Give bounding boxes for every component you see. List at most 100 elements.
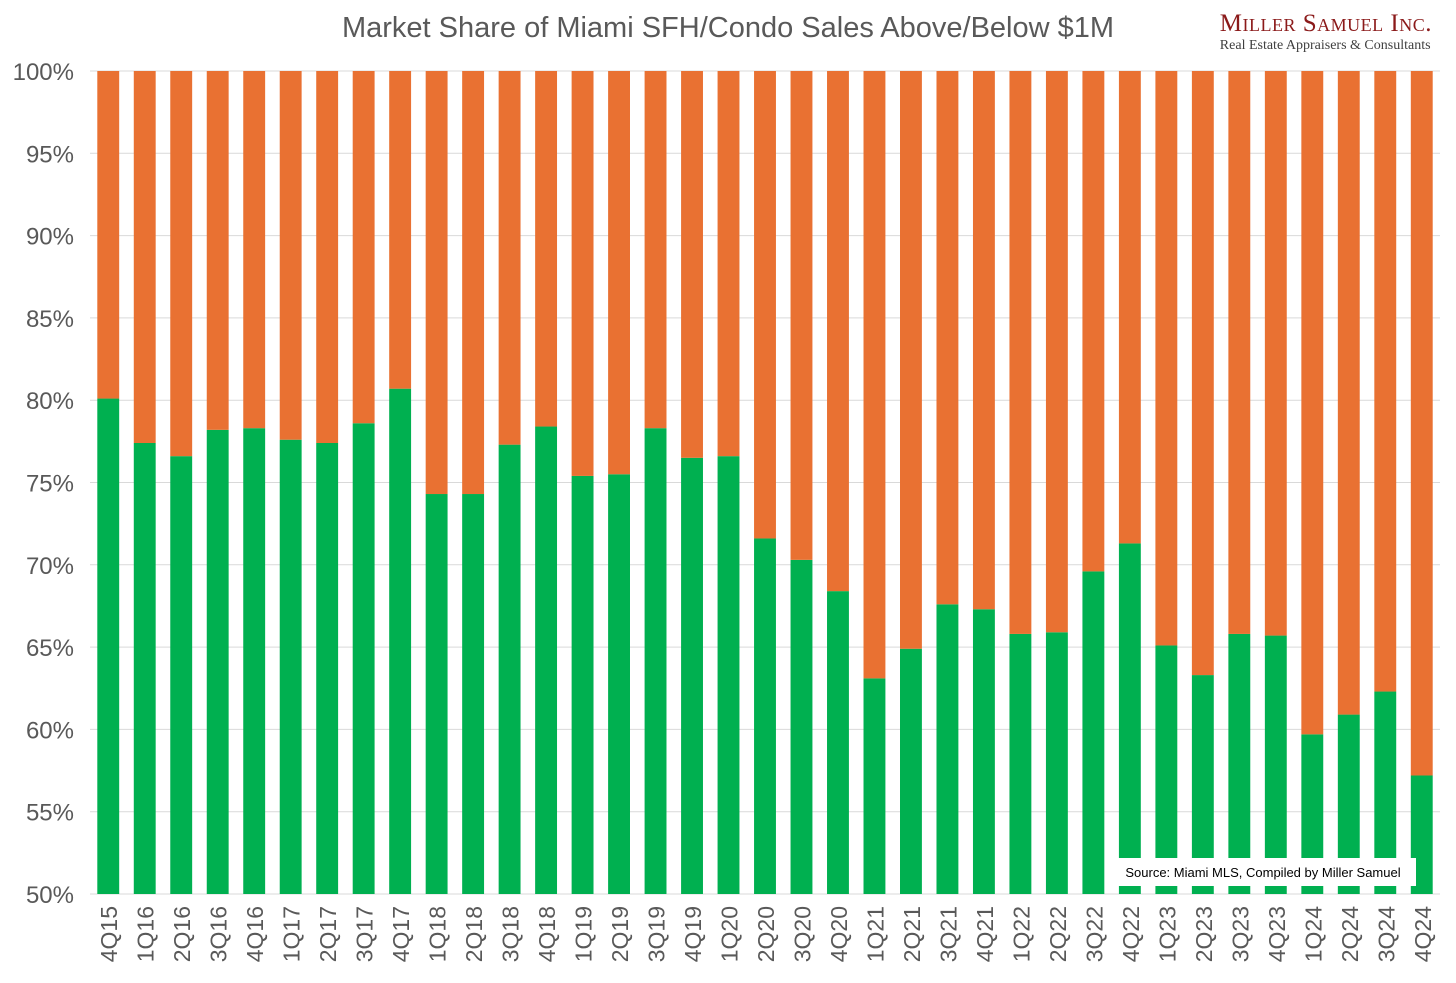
bar-below-3Q17 — [352, 423, 375, 894]
y-tick-label-100: 100% — [13, 59, 74, 86]
bar-above-4Q15 — [97, 71, 120, 399]
bar-below-2Q16 — [170, 456, 193, 894]
y-tick-label-70: 70% — [26, 553, 74, 580]
y-tick-label-80: 80% — [26, 388, 74, 415]
bar-above-1Q18 — [425, 71, 448, 495]
x-tick-label-3Q18: 3Q18 — [498, 906, 524, 962]
x-tick-label-1Q17: 1Q17 — [279, 906, 305, 962]
bar-above-4Q19 — [681, 71, 703, 458]
bar-above-3Q20 — [790, 71, 813, 560]
bar-above-3Q22 — [1082, 71, 1105, 572]
y-tick-label-85: 85% — [26, 306, 74, 333]
bar-above-1Q24 — [1301, 71, 1324, 735]
bar-below-2Q17 — [316, 442, 339, 894]
x-tick-label-4Q17: 4Q17 — [388, 906, 414, 962]
x-tick-label-4Q16: 4Q16 — [242, 906, 268, 962]
bar-below-3Q23 — [1228, 633, 1251, 894]
x-tick-label-2Q21: 2Q21 — [899, 906, 925, 962]
brand-name: Miller Samuel Inc. — [1219, 10, 1432, 37]
bar-below-1Q24 — [1301, 734, 1324, 894]
x-tick-label-1Q21: 1Q21 — [862, 906, 888, 962]
bar-below-1Q16 — [133, 442, 156, 894]
bar-above-1Q23 — [1155, 71, 1178, 646]
brand-tagline: Real Estate Appraisers & Consultants — [1219, 38, 1431, 53]
bar-below-1Q18 — [425, 494, 448, 894]
bar-above-1Q20 — [717, 71, 740, 457]
bar-below-1Q17 — [279, 439, 302, 894]
bar-below-3Q18 — [498, 444, 521, 894]
bar-below-4Q24 — [1410, 775, 1433, 894]
bar-below-2Q23 — [1191, 675, 1214, 894]
x-tick-label-3Q24: 3Q24 — [1373, 906, 1399, 962]
x-tick-label-2Q17: 2Q17 — [315, 906, 341, 962]
x-tick-label-2Q22: 2Q22 — [1045, 906, 1071, 962]
bar-above-1Q16 — [133, 71, 156, 443]
bar-below-4Q19 — [681, 457, 703, 894]
x-tick-label-3Q19: 3Q19 — [644, 906, 670, 962]
bar-above-2Q24 — [1337, 71, 1360, 715]
x-tick-label-4Q19: 4Q19 — [680, 906, 706, 962]
bar-below-3Q19 — [644, 428, 667, 894]
y-tick-label-55: 55% — [26, 800, 74, 827]
bar-above-3Q23 — [1228, 71, 1251, 634]
x-tick-label-1Q20: 1Q20 — [717, 906, 743, 962]
bar-above-1Q17 — [279, 71, 302, 440]
x-tick-label-2Q23: 2Q23 — [1191, 906, 1217, 962]
chart-title: Market Share of Miami SFH/Condo Sales Ab… — [341, 12, 1115, 44]
x-tick-label-2Q20: 2Q20 — [753, 906, 779, 962]
y-tick-label-90: 90% — [26, 224, 74, 251]
bar-below-4Q15 — [97, 398, 120, 894]
y-tick-label-50: 50% — [26, 882, 74, 909]
bar-above-2Q22 — [1045, 71, 1068, 633]
x-tick-label-4Q23: 4Q23 — [1264, 906, 1290, 962]
bar-above-1Q21 — [863, 71, 886, 679]
bar-below-4Q17 — [389, 388, 412, 894]
bar-below-3Q20 — [790, 559, 813, 894]
source-note: Source: Miami MLS, Compiled by Miller Sa… — [1110, 858, 1416, 886]
x-tick-label-3Q20: 3Q20 — [789, 906, 815, 962]
bar-below-2Q19 — [608, 474, 630, 894]
bar-below-1Q22 — [1009, 633, 1032, 894]
bar-above-3Q16 — [206, 71, 229, 430]
bar-above-4Q18 — [535, 71, 558, 427]
x-tick-label-1Q18: 1Q18 — [425, 906, 451, 962]
bar-above-1Q22 — [1009, 71, 1032, 634]
x-tick-label-1Q19: 1Q19 — [571, 906, 597, 962]
bar-above-4Q16 — [243, 71, 266, 429]
bar-below-3Q16 — [206, 429, 229, 894]
bar-above-2Q19 — [608, 71, 630, 475]
bar-above-2Q18 — [462, 71, 485, 495]
bar-above-2Q17 — [316, 71, 339, 443]
x-tick-label-4Q15: 4Q15 — [96, 906, 122, 962]
bar-below-3Q22 — [1082, 571, 1105, 894]
bar-below-2Q20 — [754, 538, 776, 894]
bar-below-1Q23 — [1155, 645, 1178, 894]
bar-below-1Q19 — [571, 475, 594, 894]
bar-below-3Q21 — [936, 604, 959, 894]
x-tick-label-1Q16: 1Q16 — [133, 906, 159, 962]
bar-below-1Q21 — [863, 678, 886, 894]
brand-logo: Miller Samuel Inc. Real Estate Appraiser… — [1220, 10, 1432, 54]
x-tick-label-3Q23: 3Q23 — [1227, 906, 1253, 962]
y-tick-label-65: 65% — [26, 635, 74, 662]
x-tick-label-4Q21: 4Q21 — [972, 906, 998, 962]
x-tick-label-3Q17: 3Q17 — [352, 906, 378, 962]
x-tick-label-4Q18: 4Q18 — [534, 906, 560, 962]
bar-below-2Q22 — [1045, 632, 1068, 894]
bar-above-4Q24 — [1410, 71, 1433, 776]
x-tick-label-1Q22: 1Q22 — [1008, 906, 1034, 962]
bar-above-3Q24 — [1374, 71, 1397, 692]
y-tick-label-95: 95% — [26, 141, 74, 168]
x-tick-label-2Q19: 2Q19 — [607, 906, 633, 962]
bar-above-4Q23 — [1264, 71, 1287, 636]
bar-above-3Q17 — [352, 71, 375, 424]
bar-above-2Q21 — [900, 71, 922, 649]
bar-above-3Q21 — [936, 71, 959, 605]
x-tick-label-3Q16: 3Q16 — [206, 906, 232, 962]
x-tick-label-4Q22: 4Q22 — [1118, 906, 1144, 962]
bar-below-4Q16 — [243, 428, 266, 894]
bar-above-2Q23 — [1191, 71, 1214, 676]
x-tick-label-1Q23: 1Q23 — [1154, 906, 1180, 962]
